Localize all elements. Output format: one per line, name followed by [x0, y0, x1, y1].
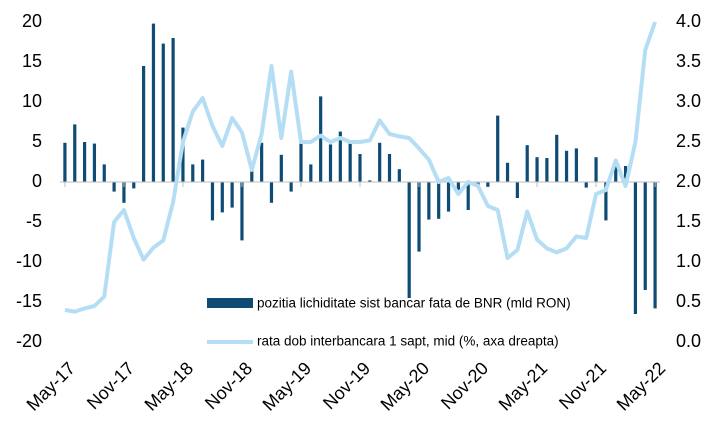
x-tick-label: May-19: [259, 358, 316, 415]
bar: [201, 159, 205, 182]
bar: [653, 182, 657, 309]
bar: [132, 182, 136, 189]
bar: [486, 182, 490, 187]
bar: [328, 144, 333, 182]
bar: [240, 182, 244, 241]
bar: [299, 143, 303, 182]
y-tick-label: 20: [22, 11, 42, 31]
y2-tick-label: 0.5: [676, 291, 701, 311]
bar: [525, 145, 529, 182]
y-tick-label: -15: [16, 291, 42, 311]
bar: [161, 43, 165, 182]
y2-tick-label: 3.5: [676, 51, 701, 71]
x-tick-label: May-18: [141, 358, 198, 415]
bar: [63, 142, 67, 182]
bar: [446, 182, 451, 212]
bar: [535, 157, 539, 182]
bar: [574, 148, 578, 182]
bar: [427, 182, 431, 220]
bar: [545, 158, 549, 182]
y-tick-label: 10: [22, 91, 42, 111]
bar: [437, 182, 441, 219]
y-tick-label: 5: [32, 131, 42, 151]
bar: [220, 182, 224, 213]
x-tick-label: Nov-21: [555, 358, 610, 413]
x-tick-label: Nov-19: [319, 358, 374, 413]
bar: [387, 154, 392, 182]
bar: [397, 169, 401, 182]
y-tick-label: -5: [26, 211, 42, 231]
bar: [378, 142, 382, 182]
bar: [142, 66, 146, 182]
bar: [122, 182, 126, 203]
bar: [210, 182, 215, 221]
bar: [564, 150, 569, 182]
bar: [112, 182, 116, 192]
y-tick-label: -10: [16, 251, 42, 271]
bar: [555, 134, 559, 182]
legend-label: pozitia lichiditate sist bancar fata de …: [257, 296, 571, 311]
bar: [515, 182, 519, 198]
bar: [289, 182, 293, 192]
bar: [269, 182, 274, 203]
x-tick-label: May-21: [495, 358, 552, 415]
bar: [604, 182, 608, 221]
bar: [614, 160, 618, 182]
line: [64, 21, 657, 314]
bar: [279, 154, 283, 182]
x-tick-label: Nov-18: [201, 358, 256, 413]
y-tick-label: 0: [32, 171, 42, 191]
bar: [338, 131, 342, 182]
bar: [92, 143, 97, 182]
bar: [171, 38, 175, 182]
bar: [456, 182, 460, 190]
bar: [151, 23, 156, 182]
y2-tick-label: 3.0: [676, 91, 701, 111]
y-tick-label: 15: [22, 51, 42, 71]
y2-tick-label: 1.5: [676, 211, 701, 231]
bar: [633, 182, 638, 314]
legend-label: rata dob interbancara 1 sapt, mid (%, ax…: [257, 334, 559, 349]
bar: [417, 182, 421, 252]
bar: [466, 182, 470, 210]
bar: [623, 166, 628, 182]
x-tick-label: May-17: [23, 358, 80, 415]
bar: [230, 182, 234, 208]
y2-tick-label: 1.0: [676, 251, 701, 271]
bar: [102, 164, 106, 182]
bar: [82, 142, 87, 182]
y2-tick-label: 2.5: [676, 131, 701, 151]
y2-tick-label: 0.0: [676, 331, 701, 351]
legend-swatch: [207, 298, 253, 308]
x-tick-label: May-20: [377, 358, 434, 415]
x-tick-label: Nov-20: [437, 358, 492, 413]
bar: [73, 124, 77, 182]
x-tick-label: May-22: [613, 358, 670, 415]
y-tick-label: -20: [16, 331, 42, 351]
bar: [368, 180, 372, 182]
bar: [191, 164, 195, 182]
bar: [407, 182, 411, 298]
bar: [594, 157, 598, 182]
bar: [309, 164, 313, 182]
y2-tick-label: 4.0: [676, 11, 701, 31]
bar: [358, 154, 362, 182]
bar: [505, 162, 510, 182]
x-tick-label: Nov-17: [83, 358, 138, 413]
bar: [260, 142, 264, 182]
bar: [181, 127, 185, 182]
bar: [348, 142, 352, 182]
y2-tick-label: 2.0: [676, 171, 701, 191]
bar: [643, 182, 647, 290]
bar: [496, 115, 500, 182]
bar: [584, 182, 588, 188]
bar: [319, 96, 323, 182]
bar: [250, 170, 254, 182]
